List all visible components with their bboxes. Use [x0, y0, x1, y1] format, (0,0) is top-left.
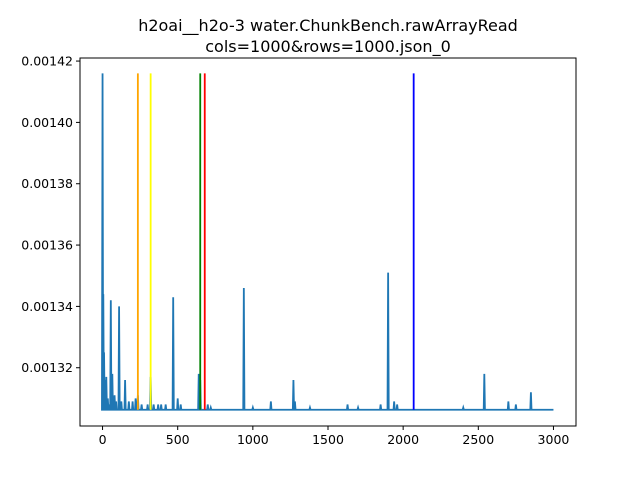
y-tick-label-5: 0.00142: [21, 54, 73, 69]
x-tick-label-2: 1000: [237, 432, 269, 447]
y-tick-label-3: 0.00138: [21, 176, 73, 191]
y-tick-label-4: 0.00140: [21, 115, 73, 130]
series-line-0: [101, 73, 554, 411]
y-axis: 0.00132 0.00134 0.00136 0.00138 0.00140 0.001…: [21, 54, 80, 375]
y-tick-label-0: 0.00132: [21, 360, 73, 375]
chart-subtitle: cols=1000&rows=1000.json_0: [205, 37, 451, 57]
x-tick-label-6: 3000: [538, 432, 570, 447]
vline-layer: [136, 73, 415, 410]
plot-background: [80, 58, 576, 426]
y-tick-label-2: 0.00136: [21, 238, 73, 253]
series-layer: [101, 73, 554, 411]
x-axis: 0 500 1000 1500 2000 2500 3000: [99, 426, 570, 447]
x-tick-label-0: 0: [99, 432, 107, 447]
x-tick-label-5: 2500: [462, 432, 494, 447]
x-tick-label-4: 2000: [387, 432, 419, 447]
plot-area: [80, 58, 576, 426]
chart-title: h2oai__h2o-3 water.ChunkBench.rawArrayRe…: [138, 16, 518, 36]
x-tick-label-1: 500: [166, 432, 190, 447]
x-tick-label-3: 1500: [312, 432, 344, 447]
y-tick-label-1: 0.00134: [21, 299, 73, 314]
